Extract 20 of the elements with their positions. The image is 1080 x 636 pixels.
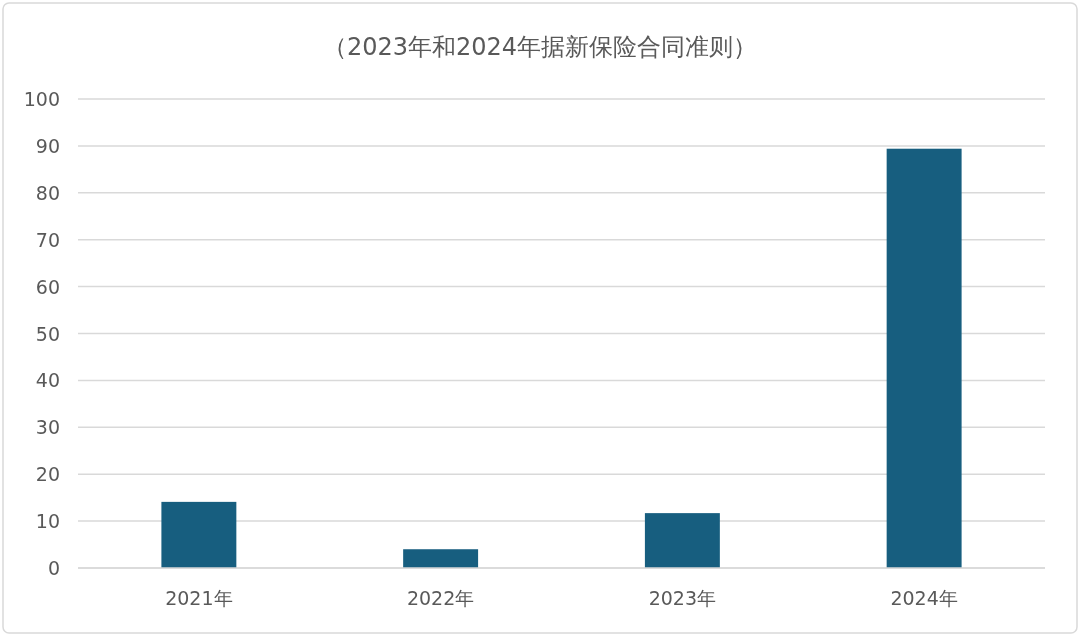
chart-title: （2023年和2024年据新保险合同准则） <box>322 33 758 61</box>
y-tick-label: 30 <box>35 416 60 439</box>
x-tick-label: 2022年 <box>406 587 475 609</box>
bar <box>886 148 962 568</box>
y-tick-label: 40 <box>35 369 60 392</box>
x-tick-label: 2023年 <box>648 587 717 609</box>
y-tick-label: 80 <box>35 181 60 204</box>
y-tick-label: 20 <box>35 463 60 486</box>
y-tick-label: 70 <box>35 228 60 251</box>
bar <box>161 501 237 568</box>
y-tick-label: 60 <box>35 275 60 298</box>
y-tick-label: 0 <box>47 557 60 579</box>
y-tick-label: 90 <box>35 134 60 157</box>
x-tick-label: 2024年 <box>890 587 958 609</box>
bar <box>403 549 479 568</box>
y-tick-label: 10 <box>35 510 60 533</box>
y-tick-label: 50 <box>35 322 60 345</box>
x-tick-label: 2021年 <box>165 587 233 609</box>
bar <box>644 513 720 568</box>
y-tick-label: 100 <box>23 88 60 110</box>
